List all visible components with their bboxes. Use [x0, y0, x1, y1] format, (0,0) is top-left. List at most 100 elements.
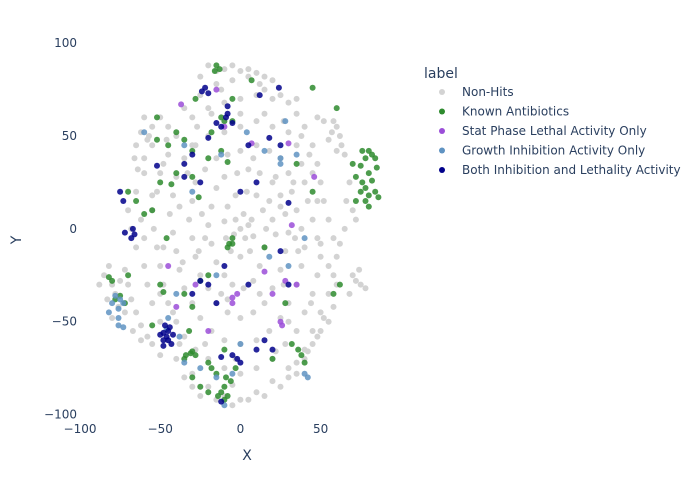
data-point [195, 248, 202, 255]
data-point [266, 328, 273, 334]
data-point [181, 333, 188, 340]
data-point [96, 281, 103, 288]
data-point [208, 110, 215, 117]
data-point [293, 359, 300, 366]
data-point [229, 240, 236, 247]
legend-item[interactable]: Growth Inhibition Activity Only [439, 144, 645, 158]
data-point [170, 309, 176, 316]
legend-item[interactable]: Stat Phase Lethal Activity Only [439, 124, 647, 138]
data-point [309, 142, 316, 149]
legend-item[interactable]: Non-Hits [439, 85, 514, 99]
data-point [301, 179, 308, 186]
data-point [256, 290, 263, 297]
data-point [232, 216, 239, 223]
data-point [261, 73, 268, 80]
data-point [333, 105, 340, 112]
data-point [189, 348, 196, 355]
x-tick-label: −50 [148, 422, 173, 436]
data-point [352, 173, 359, 180]
data-point [218, 123, 225, 130]
data-point [330, 235, 337, 242]
data-point [189, 374, 196, 381]
data-point [221, 66, 228, 73]
data-point [115, 315, 122, 321]
y-tick-label: 0 [69, 222, 77, 236]
data-point [256, 263, 263, 269]
data-point [343, 198, 350, 204]
data-point [325, 290, 332, 297]
data-point [309, 188, 316, 195]
legend-title: label [424, 66, 458, 82]
data-point [181, 155, 188, 162]
data-point [229, 300, 236, 307]
data-point [213, 259, 220, 266]
legend-marker [439, 108, 445, 115]
legend-marker [439, 147, 445, 154]
data-point [293, 160, 300, 167]
data-point [150, 225, 157, 232]
data-point [237, 123, 244, 130]
data-point [256, 170, 263, 177]
data-point [223, 235, 229, 242]
data-point [197, 179, 204, 186]
data-point [285, 318, 292, 325]
data-point [173, 248, 180, 255]
data-point [134, 166, 141, 173]
data-point [293, 110, 300, 117]
data-point [269, 179, 276, 186]
data-point [277, 92, 284, 99]
data-point [304, 198, 311, 204]
data-point [221, 365, 228, 372]
data-point [213, 374, 220, 381]
legend[interactable]: label Non-Hits Known Antibiotics Stat Phas… [424, 66, 681, 177]
data-point [176, 333, 183, 340]
data-point [304, 374, 311, 381]
data-point [245, 66, 252, 73]
data-point [293, 328, 300, 334]
data-point [232, 365, 239, 372]
data-point [213, 86, 220, 93]
plot-area [96, 62, 382, 409]
legend-item[interactable]: Both Inhibition and Lethality Activity [439, 163, 681, 177]
data-point [328, 129, 335, 136]
data-point [269, 355, 276, 362]
data-point [205, 90, 212, 97]
data-point [221, 218, 228, 225]
legend-item[interactable]: Known Antibiotics [439, 105, 569, 119]
data-point [117, 277, 124, 284]
data-point [261, 268, 268, 275]
data-point [120, 198, 127, 204]
data-point [117, 188, 124, 195]
data-point [325, 263, 332, 269]
data-point [173, 170, 180, 177]
data-point [202, 166, 209, 173]
legend-items[interactable]: Non-Hits Known Antibiotics Stat Phase Leth… [439, 85, 681, 177]
data-point [149, 192, 156, 199]
data-point [221, 263, 228, 269]
data-point [253, 69, 260, 76]
data-point [372, 188, 379, 195]
data-point [189, 303, 196, 310]
legend-label: Known Antibiotics [462, 105, 569, 119]
data-point [237, 253, 244, 260]
data-point [194, 123, 201, 130]
data-point [261, 110, 268, 117]
data-point [105, 274, 112, 281]
data-point [131, 231, 138, 238]
data-point [160, 160, 167, 167]
data-point [189, 290, 196, 297]
data-point [301, 309, 308, 316]
data-point [218, 398, 225, 405]
data-point [208, 240, 215, 247]
data-point [168, 181, 175, 188]
data-point [101, 272, 108, 279]
data-point [205, 155, 212, 162]
data-point [205, 328, 212, 334]
data-point [248, 77, 255, 84]
data-point [189, 235, 196, 242]
data-point [285, 374, 292, 381]
data-point [170, 229, 176, 236]
data-point [250, 233, 257, 240]
data-point [285, 281, 292, 288]
